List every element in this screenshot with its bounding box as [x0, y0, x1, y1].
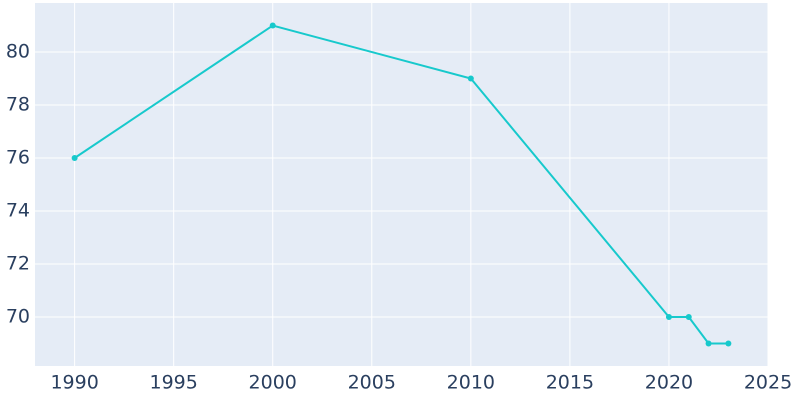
x-tick-label: 2005: [348, 372, 396, 394]
point: [685, 313, 692, 320]
x-tick-label: 2010: [447, 372, 495, 394]
point: [269, 22, 276, 29]
x-tick-label: 2020: [645, 372, 693, 394]
x-tick-label: 2015: [546, 372, 594, 394]
y-tick-label: 76: [6, 147, 30, 169]
plot-area: [35, 3, 768, 366]
y-tick-label: 80: [6, 41, 30, 63]
x-tick-label: 1995: [149, 372, 197, 394]
point: [665, 313, 672, 320]
point: [705, 340, 712, 347]
y-tick-label: 72: [6, 252, 30, 274]
x-tick-label: 2000: [249, 372, 297, 394]
x-tick-label: 1990: [50, 372, 98, 394]
point: [725, 340, 732, 347]
point: [467, 75, 474, 82]
y-tick-label: 74: [6, 199, 30, 221]
x-tick-label: 2025: [744, 372, 792, 394]
y-tick-label: 70: [6, 305, 30, 327]
point: [71, 155, 78, 162]
y-tick-label: 78: [6, 94, 30, 116]
